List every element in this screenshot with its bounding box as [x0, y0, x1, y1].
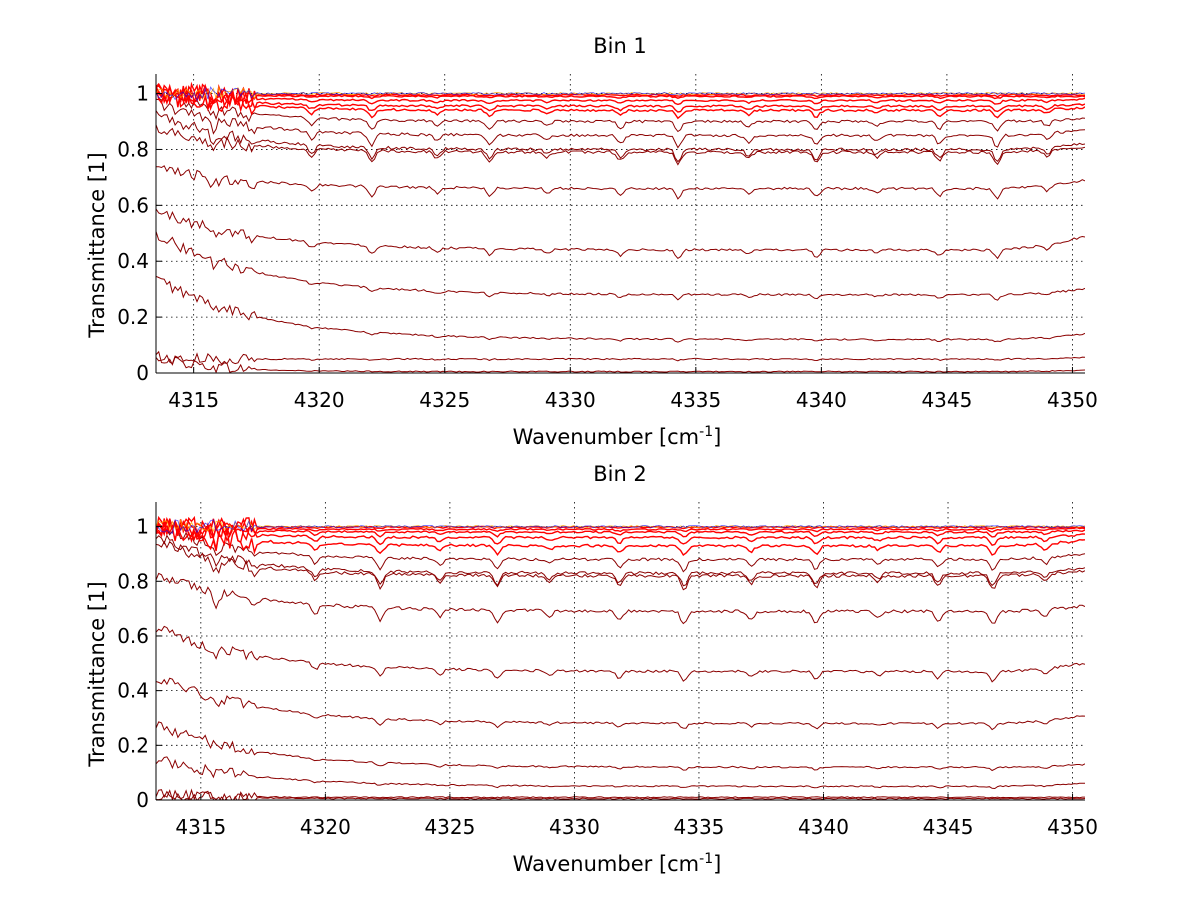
series-line	[156, 98, 1085, 149]
plot-area: 4315 4320 4325 4330 4335 4340 4345 4350 0 0.2 0.4 0…	[117, 74, 1098, 412]
x-tick-label: 4320	[294, 388, 345, 412]
chart-panel-bin-2: Bin 2 4315 4320 4325 4330 4335 4340 4345 4350 0 0…	[85, 462, 1098, 876]
y-axis-label: Transmittance [1]	[85, 581, 109, 767]
x-tick-label: 4320	[300, 815, 351, 839]
y-tick-label: 0	[136, 361, 149, 385]
y-tick-label: 1	[136, 82, 149, 106]
series-line	[156, 110, 1085, 163]
y-tick-label: 0.8	[117, 137, 149, 161]
y-tick-label: 0.4	[117, 249, 149, 273]
series-line	[156, 519, 1085, 557]
plot-area: 4315 4320 4325 4330 4335 4340 4345 4350 0 0.2 0.4 0…	[117, 502, 1098, 839]
series-line	[156, 231, 1085, 301]
series-line	[156, 86, 1085, 102]
x-tick-label: 4335	[674, 815, 725, 839]
y-tick-label: 0	[136, 788, 149, 812]
x-tick-label: 4340	[798, 815, 849, 839]
series-line	[156, 721, 1085, 772]
x-tick-label: 4325	[419, 388, 470, 412]
x-tick-label: 4350	[1047, 388, 1098, 412]
x-tick-label: 4330	[549, 815, 600, 839]
y-tick-label: 0.2	[117, 733, 149, 757]
series-line	[156, 208, 1085, 260]
x-axis-label: Wavenumber [cm-1]	[513, 424, 722, 449]
series-line	[156, 522, 1085, 573]
series-line	[156, 350, 1085, 373]
series-group	[156, 515, 1085, 800]
x-tick-label: 4315	[175, 815, 226, 839]
series-line	[156, 677, 1085, 731]
series-line	[156, 572, 1085, 625]
series-line	[156, 517, 1085, 549]
x-tick-label: 4345	[921, 388, 972, 412]
chart-panel-bin-1: Bin 1 4315 4320 4325 4330 4335 4340 4345 4350 0 0…	[85, 34, 1098, 449]
series-line	[156, 124, 1085, 166]
series-line	[156, 515, 1085, 541]
series-line	[156, 540, 1085, 591]
y-axis-label: Transmittance [1]	[85, 152, 109, 338]
series-line	[156, 515, 1085, 541]
x-tick-label: 4340	[796, 388, 847, 412]
series-line	[156, 756, 1085, 790]
x-tick-label: 4345	[923, 815, 974, 839]
series-line	[156, 90, 1085, 133]
series-line	[156, 165, 1085, 200]
series-line	[156, 275, 1085, 343]
chart-title: Bin 2	[593, 462, 647, 486]
chart-title: Bin 1	[593, 34, 647, 58]
x-axis-label: Wavenumber [cm-1]	[513, 851, 722, 876]
series-line	[156, 625, 1085, 683]
y-tick-label: 0.2	[117, 305, 149, 329]
x-tick-label: 4350	[1047, 815, 1098, 839]
x-tick-label: 4330	[545, 388, 596, 412]
x-tick-label: 4335	[670, 388, 721, 412]
series-line	[156, 85, 1085, 112]
x-tick-label: 4325	[424, 815, 475, 839]
y-tick-label: 1	[136, 515, 149, 539]
series-line	[156, 352, 1085, 365]
series-line	[156, 519, 1085, 534]
y-tick-label: 0.6	[117, 193, 149, 217]
series-line	[156, 788, 1085, 800]
x-tick-label: 4315	[168, 388, 219, 412]
series-line	[156, 81, 1085, 107]
series-line	[156, 534, 1085, 587]
y-tick-label: 0.4	[117, 679, 149, 703]
series-line	[156, 789, 1085, 800]
series-line	[156, 84, 1085, 116]
series-group	[156, 81, 1085, 373]
series-line	[156, 82, 1085, 105]
series-line	[156, 87, 1085, 120]
y-tick-label: 0.8	[117, 569, 149, 593]
y-tick-label: 0.6	[117, 624, 149, 648]
